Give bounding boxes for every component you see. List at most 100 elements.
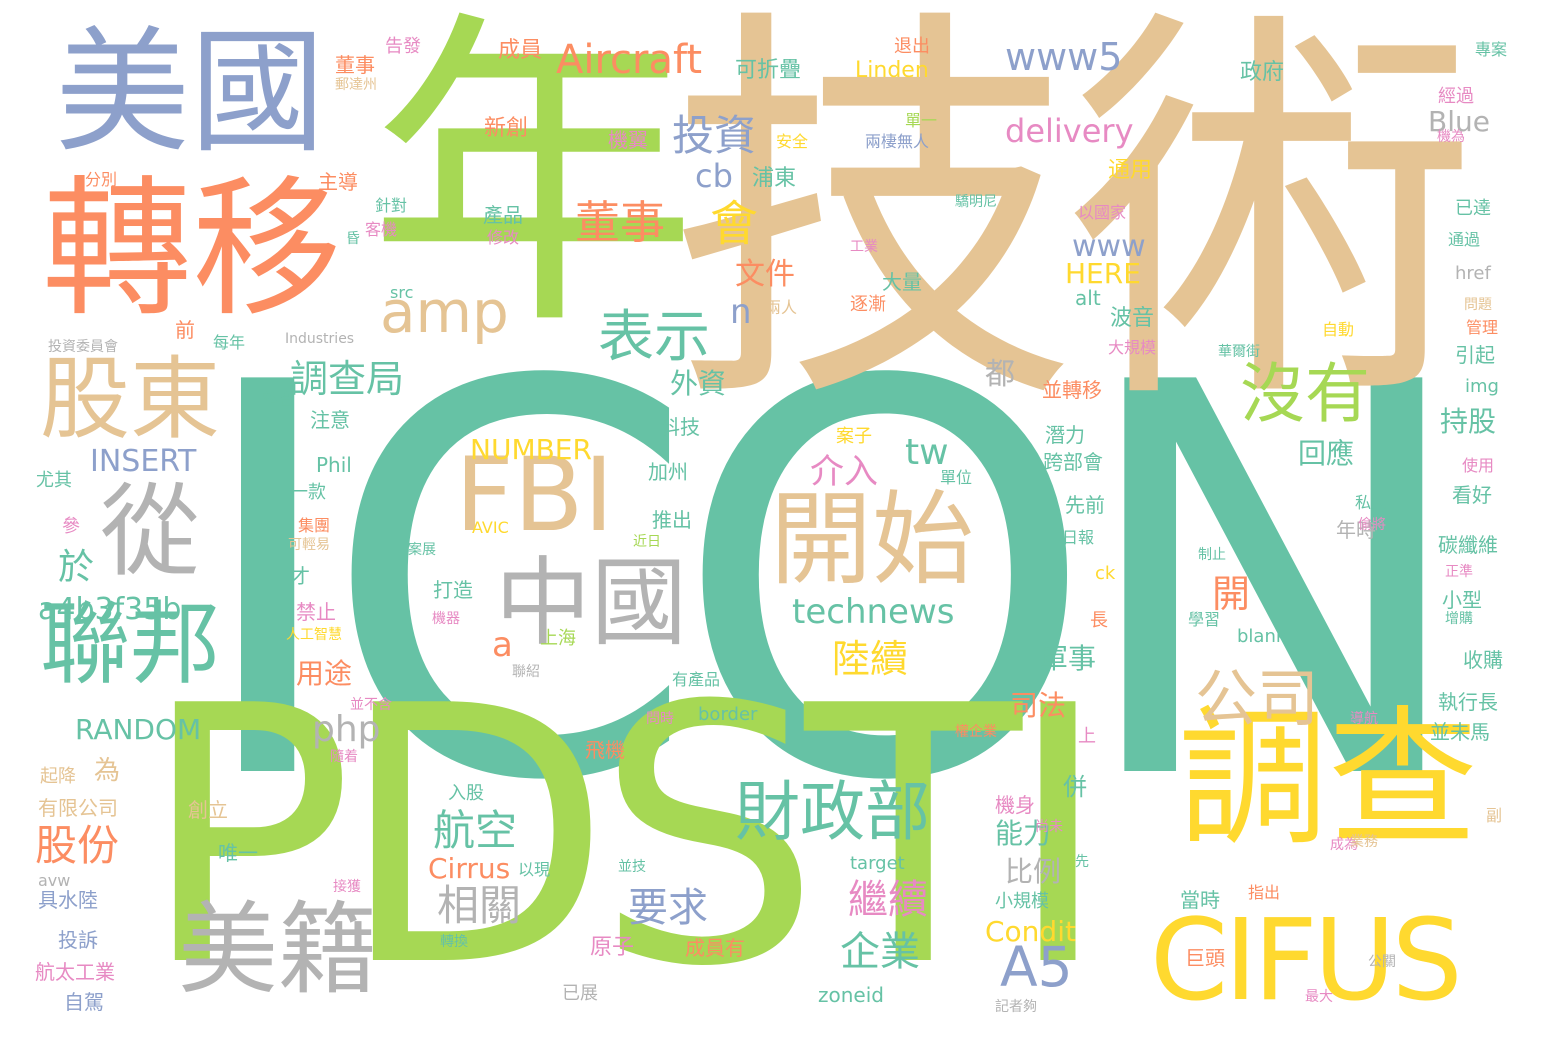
word: 參 bbox=[62, 516, 80, 537]
word: 當時 bbox=[1180, 888, 1220, 912]
word: 告發 bbox=[385, 36, 421, 57]
word: 人工智慧 bbox=[286, 627, 342, 643]
word: 航太工業 bbox=[35, 960, 115, 984]
word: 繼續 bbox=[848, 877, 928, 923]
word: 聯邦 bbox=[40, 592, 220, 697]
word: 成員 bbox=[498, 38, 543, 63]
word: 打造 bbox=[433, 578, 473, 602]
word: 中國 bbox=[495, 547, 687, 659]
word: 副 bbox=[1486, 806, 1503, 825]
word: 專案 bbox=[1475, 40, 1508, 59]
word: 投資委員會 bbox=[48, 339, 118, 355]
word: tw bbox=[905, 432, 949, 473]
word: 飛機 bbox=[585, 738, 625, 762]
word: 引起 bbox=[1455, 343, 1495, 367]
word: 財政部 bbox=[735, 775, 931, 850]
word: 調查局 bbox=[290, 357, 405, 401]
word: n bbox=[730, 292, 752, 332]
word: 大量 bbox=[882, 270, 922, 294]
word: php bbox=[312, 709, 381, 750]
word: 執行長 bbox=[1438, 690, 1498, 714]
word: Aircraft bbox=[556, 37, 703, 83]
word: 介入 bbox=[810, 452, 878, 492]
word: 航空 bbox=[433, 806, 518, 855]
word: 導航 bbox=[1350, 711, 1378, 727]
word: 科技 bbox=[660, 415, 700, 439]
word: 集團 bbox=[298, 516, 331, 535]
word: www bbox=[1072, 229, 1146, 264]
word: 針對 bbox=[375, 196, 408, 215]
word: NUMBER bbox=[470, 433, 592, 466]
word: 日報 bbox=[1062, 528, 1095, 547]
word: 持股 bbox=[1440, 405, 1497, 438]
word: 機身 bbox=[995, 793, 1035, 817]
word: 軍事 bbox=[1040, 642, 1097, 675]
word: 技術 bbox=[668, 0, 1478, 454]
word: 整合 bbox=[262, 390, 295, 409]
word: 看好 bbox=[1452, 483, 1492, 507]
word: 加州 bbox=[648, 460, 688, 484]
word: 相關 bbox=[437, 881, 522, 930]
word: ck bbox=[1095, 563, 1116, 584]
word: 成為 bbox=[1330, 837, 1358, 853]
word: 使用 bbox=[1462, 456, 1495, 475]
word: 單一 bbox=[905, 111, 938, 130]
word: 最大 bbox=[1305, 989, 1333, 1005]
word: 開 bbox=[1212, 572, 1251, 616]
word: 併 bbox=[1063, 773, 1087, 801]
word: 驕明尼 bbox=[955, 194, 997, 210]
word: 碳纖維 bbox=[1438, 533, 1498, 557]
word: 華爾街 bbox=[1218, 344, 1260, 360]
word: 機器 bbox=[432, 611, 460, 627]
word: border bbox=[698, 704, 758, 725]
word: RANDOM bbox=[75, 713, 202, 746]
word: 小型 bbox=[1442, 588, 1482, 612]
word: 記者夠 bbox=[995, 999, 1037, 1015]
word: href bbox=[1455, 263, 1491, 284]
word: 投資 bbox=[672, 111, 757, 160]
word: 單位 bbox=[940, 468, 973, 487]
word: 產品 bbox=[483, 203, 523, 227]
word: 並未馬 bbox=[1430, 720, 1490, 744]
word: 大規模 bbox=[1108, 338, 1157, 357]
word: 偷將 bbox=[1358, 517, 1386, 533]
word: 已達 bbox=[1455, 198, 1491, 219]
word: 起降 bbox=[40, 766, 76, 787]
word: 長 bbox=[1090, 610, 1108, 631]
word: 原子 bbox=[590, 935, 635, 960]
word: 私人 bbox=[1355, 493, 1388, 512]
word: 年時 bbox=[1336, 518, 1376, 542]
word: 正準 bbox=[1445, 564, 1473, 580]
word: technews bbox=[792, 592, 955, 632]
word: www5 bbox=[1005, 35, 1123, 79]
word: AVIC bbox=[472, 518, 509, 537]
word: 表示 bbox=[598, 305, 710, 370]
word: 制止 bbox=[1198, 547, 1226, 563]
word: 上海 bbox=[540, 628, 576, 649]
word: 並技 bbox=[618, 859, 646, 875]
word: 昏 bbox=[346, 231, 360, 247]
word: CIFUS bbox=[1150, 896, 1463, 1026]
word: 權企業 bbox=[955, 724, 997, 740]
word: 跨部會 bbox=[1043, 450, 1103, 474]
word: 轉移 bbox=[42, 163, 343, 337]
word: 已展 bbox=[562, 983, 598, 1004]
word: 兩棲無人 bbox=[865, 132, 930, 151]
word: Linden bbox=[855, 58, 929, 83]
word: 學習 bbox=[1188, 610, 1221, 629]
word: 陸續 bbox=[832, 637, 909, 681]
word: 開始 bbox=[770, 481, 974, 600]
word: 前 bbox=[175, 318, 195, 342]
word: 有限公司 bbox=[38, 796, 118, 820]
word: 股東 bbox=[40, 347, 220, 452]
word: 收購 bbox=[1463, 648, 1503, 672]
word: 每年 bbox=[213, 333, 246, 352]
word: 工業 bbox=[850, 239, 878, 255]
word: 波音 bbox=[1110, 306, 1155, 331]
word: 以現 bbox=[518, 860, 551, 879]
word: blank bbox=[1237, 626, 1287, 647]
word: 年 bbox=[368, 0, 698, 369]
word: 具水陸 bbox=[38, 888, 98, 912]
word: Condit bbox=[985, 915, 1076, 948]
